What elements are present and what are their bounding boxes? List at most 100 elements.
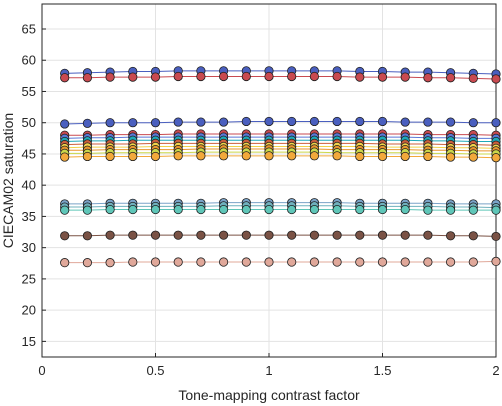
data-point	[287, 71, 297, 82]
data-point	[264, 71, 274, 82]
x-tick-label: 1	[265, 363, 272, 378]
data-point	[128, 204, 138, 215]
data-point	[400, 230, 410, 240]
data-point	[219, 230, 229, 240]
data-point	[173, 230, 183, 240]
data-point	[60, 231, 70, 241]
series-11	[60, 151, 501, 163]
data-point	[400, 151, 410, 162]
data-point	[423, 205, 433, 215]
y-tick-label: 40	[22, 178, 36, 193]
data-point	[105, 230, 115, 240]
data-point	[491, 74, 501, 84]
data-point	[355, 72, 365, 82]
data-point	[264, 116, 274, 127]
data-point	[423, 230, 433, 240]
series-15	[60, 230, 501, 242]
y-tick-label: 50	[22, 115, 36, 130]
data-point	[445, 117, 456, 127]
data-point	[150, 118, 161, 128]
data-point	[355, 151, 365, 162]
data-point	[173, 257, 183, 267]
data-point	[377, 257, 388, 267]
data-point	[468, 118, 478, 128]
data-point	[241, 71, 251, 82]
y-tick-label: 30	[22, 240, 36, 255]
data-point	[196, 204, 206, 215]
x-tick-label: 1.5	[373, 363, 391, 378]
data-point	[377, 72, 388, 82]
data-point	[309, 151, 319, 161]
data-point	[105, 204, 115, 215]
grid-lines	[41, 4, 497, 357]
data-point	[332, 230, 342, 240]
x-tick-label: 2	[492, 363, 499, 378]
data-point	[309, 230, 319, 240]
data-point	[219, 71, 229, 82]
data-point	[309, 257, 319, 267]
data-point	[491, 153, 501, 163]
y-tick-label: 65	[22, 21, 36, 36]
data-point	[355, 116, 365, 127]
data-point	[173, 117, 183, 127]
data-point	[196, 230, 206, 240]
data-point	[468, 231, 478, 241]
y-axis: 15 20 25 30 35 40 45 50 55 60 65	[22, 21, 46, 349]
y-tick-label: 55	[22, 84, 36, 99]
data-point	[332, 116, 342, 127]
data-point	[150, 151, 161, 162]
x-tick-label: 0	[38, 363, 45, 378]
data-point	[332, 151, 342, 161]
data-point	[400, 72, 410, 82]
data-point	[241, 257, 251, 267]
data-point	[82, 151, 93, 162]
data-point	[332, 204, 342, 215]
data-point	[173, 204, 183, 215]
data-point	[491, 256, 501, 267]
data-point	[128, 257, 138, 267]
data-point	[264, 257, 274, 267]
data-point	[491, 231, 501, 242]
data-point	[173, 151, 183, 161]
data-point	[128, 72, 138, 82]
data-point	[82, 73, 93, 83]
data-point	[468, 73, 478, 83]
data-point	[196, 71, 206, 82]
data-point	[264, 230, 274, 240]
y-tick-label: 35	[22, 209, 36, 224]
data-point	[445, 231, 456, 241]
data-point	[309, 204, 319, 215]
data-point	[219, 117, 229, 127]
data-point	[423, 257, 433, 267]
data-point	[355, 257, 365, 267]
data-point	[264, 204, 274, 215]
data-point	[445, 257, 456, 267]
y-tick-label: 45	[22, 146, 36, 161]
data-point	[377, 230, 388, 240]
y-tick-label: 60	[22, 53, 36, 68]
data-point	[491, 205, 501, 215]
data-point	[400, 117, 410, 127]
data-point	[287, 230, 297, 240]
data-point	[400, 204, 410, 215]
data-point	[355, 204, 365, 215]
data-point	[355, 230, 365, 240]
data-point	[196, 151, 206, 161]
data-point	[332, 257, 342, 267]
data-point	[105, 151, 115, 162]
y-tick-label: 25	[22, 271, 36, 286]
data-point	[400, 257, 410, 267]
data-point	[445, 73, 456, 83]
data-point	[82, 118, 93, 128]
data-point	[241, 151, 251, 161]
data-point	[196, 257, 206, 267]
data-point	[105, 118, 115, 128]
data-point	[241, 116, 251, 127]
data-point	[128, 118, 138, 128]
data-point	[377, 116, 388, 127]
data-point	[173, 71, 183, 82]
data-point	[332, 71, 342, 82]
series-16	[60, 256, 501, 268]
y-tick-label: 20	[22, 303, 36, 318]
